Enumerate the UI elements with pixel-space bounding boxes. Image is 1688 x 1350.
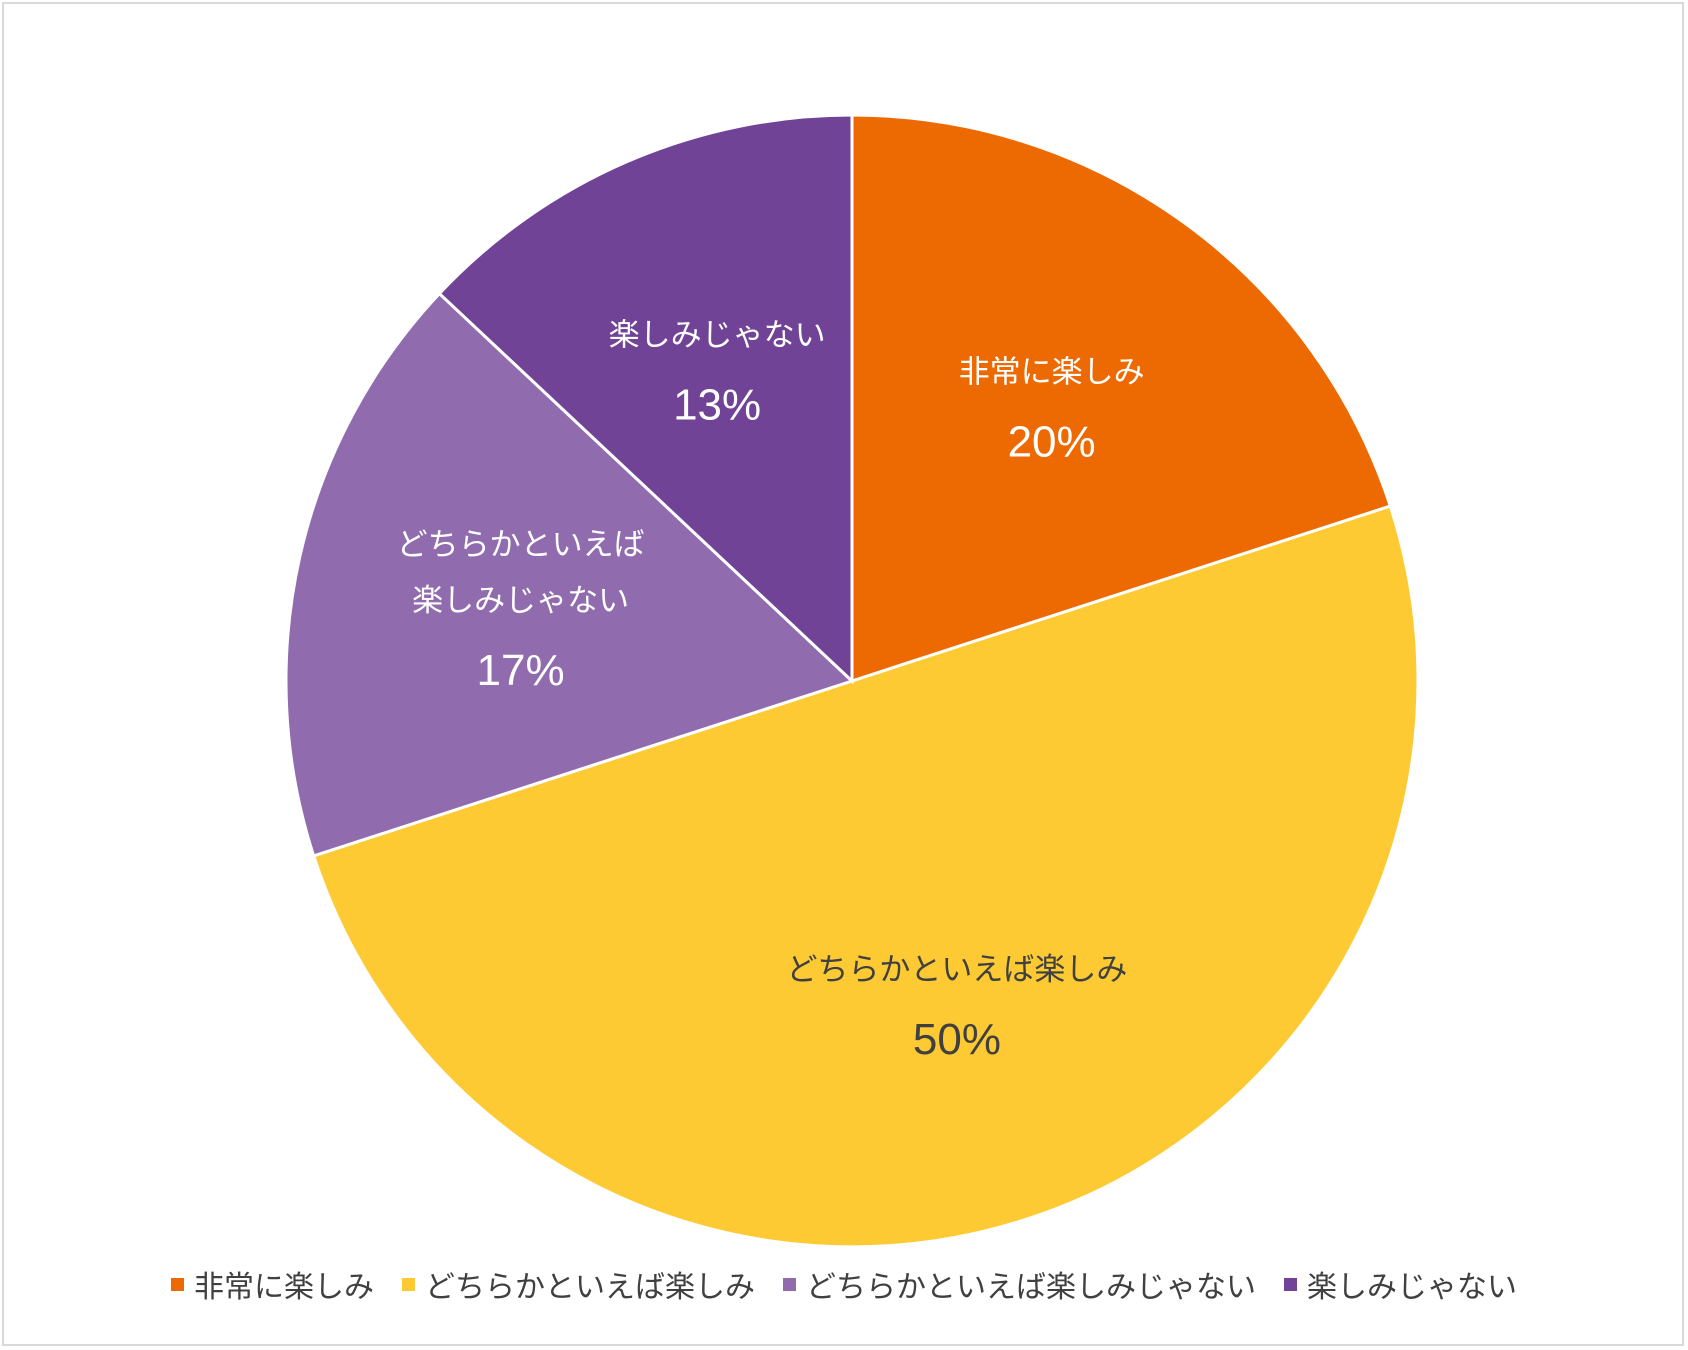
slice-label: どちらかといえば xyxy=(397,527,645,563)
slice-label: 楽しみじゃない xyxy=(609,317,826,353)
slice-label: 楽しみじゃない xyxy=(412,583,629,619)
legend-label: 非常に楽しみ xyxy=(194,1270,374,1305)
legend-label: どちらかといえば楽しみじゃない xyxy=(806,1270,1256,1305)
legend-swatch xyxy=(402,1277,415,1291)
slice-label: 非常に楽しみ xyxy=(959,354,1145,390)
slice-somewhat-fun xyxy=(311,504,1420,1249)
legend-label: どちらかといえば楽しみ xyxy=(425,1270,755,1305)
slice-percent-label: 13% xyxy=(673,380,761,429)
slice-percent-label: 17% xyxy=(477,646,565,695)
slice-very-fun xyxy=(850,113,1393,684)
slice-percent-label: 20% xyxy=(1008,417,1096,466)
legend-swatch xyxy=(1284,1277,1297,1291)
slice-not-fun xyxy=(437,113,854,685)
slice-label: どちらかといえば楽しみ xyxy=(786,952,1127,988)
legend-item-somewhat-not-fun: どちらかといえば楽しみじゃない xyxy=(783,1262,1256,1306)
legend-item-somewhat-fun: どちらかといえば楽しみ xyxy=(402,1262,755,1306)
legend-item-not-fun: 楽しみじゃない xyxy=(1284,1262,1517,1306)
slice-percent-label: 50% xyxy=(913,1015,1001,1064)
legend-label: 楽しみじゃない xyxy=(1307,1270,1517,1305)
legend-swatch xyxy=(783,1277,796,1291)
slice-somewhat-not-fun xyxy=(284,291,855,858)
legend: 非常に楽しみ どちらかといえば楽しみ どちらかといえば楽しみじゃない 楽しみじゃ… xyxy=(0,1262,1688,1306)
legend-item-very-fun: 非常に楽しみ xyxy=(171,1262,374,1306)
legend-swatch xyxy=(171,1277,184,1291)
